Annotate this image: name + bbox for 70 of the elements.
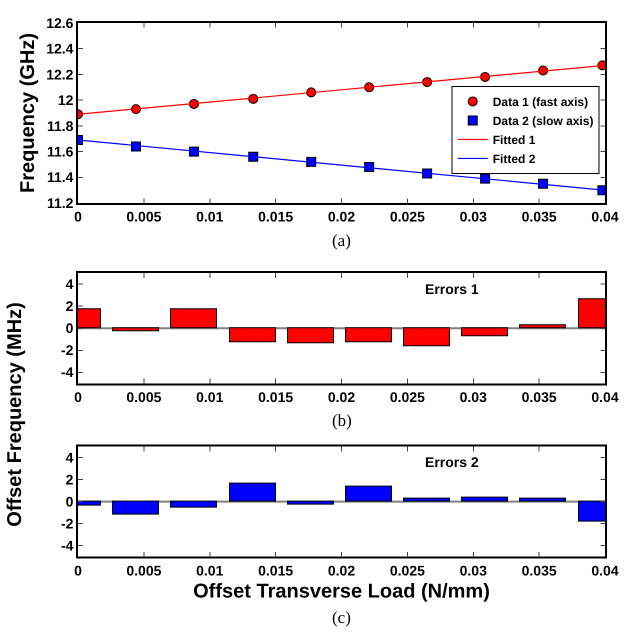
bar <box>345 327 392 342</box>
y-tick-label: 4 <box>66 276 74 292</box>
x-tick-label: 0.03 <box>460 388 488 405</box>
x-tick-label: 0.04 <box>591 208 619 225</box>
bar <box>519 324 566 328</box>
x-tick-label: 0.01 <box>196 388 224 405</box>
text: (a) <box>332 231 351 250</box>
x-tick-label: 0.035 <box>522 562 557 578</box>
x-tick-label: 0.04 <box>591 388 619 405</box>
y-tick-label: 11.8 <box>46 118 74 134</box>
annotation: Errors 1 <box>425 281 479 297</box>
x-tick-label: 0.02 <box>328 562 356 578</box>
x-tick-label: 0.015 <box>258 388 294 405</box>
bar <box>287 500 334 505</box>
y-tick-label: 0 <box>66 320 74 336</box>
x-tick-label: 0.02 <box>328 208 356 225</box>
y-tick-label: 11.6 <box>46 144 74 160</box>
y-tick-label: 12.4 <box>46 40 74 57</box>
bar <box>112 327 159 332</box>
x-tick-label: 0.005 <box>126 208 162 225</box>
x-tick-label: 0.015 <box>258 562 294 578</box>
bar <box>461 496 508 502</box>
legend-label: Fitted 2 <box>492 152 536 166</box>
y-tick-label: -4 <box>60 538 74 554</box>
bar <box>229 482 276 502</box>
y-tick-label: 4 <box>66 450 74 466</box>
x-tick-label: 0.04 <box>591 562 619 578</box>
x-axis-title: Offset Transverse Load (N/mm) <box>193 580 490 602</box>
bar <box>170 308 217 328</box>
y-tick-label: 11.4 <box>46 169 74 186</box>
bar <box>112 500 159 515</box>
bar <box>461 327 508 336</box>
y-tick-label: -2 <box>60 342 74 358</box>
y-tick-label: 12 <box>58 92 74 108</box>
x-tick-label: 0.01 <box>196 208 224 225</box>
x-tick-label: 0.025 <box>390 208 426 225</box>
y-axis-title: Frequency (GHz) <box>17 32 40 193</box>
annotation: Errors 2 <box>425 454 479 470</box>
x-tick-label: 0.035 <box>522 208 557 225</box>
x-tick-label: 0.035 <box>522 388 557 405</box>
bar <box>403 498 450 502</box>
x-tick-label: 0.005 <box>126 388 162 405</box>
y-tick-label: -2 <box>60 516 74 532</box>
legend-label: Data 2 (slow axis) <box>492 114 594 128</box>
bar <box>170 500 217 508</box>
text: (b) <box>332 411 352 430</box>
bar <box>287 327 334 344</box>
y-tick-label: 12.6 <box>46 14 74 31</box>
x-tick-label: 0.015 <box>258 208 294 225</box>
text: (c) <box>332 608 351 627</box>
x-tick-label: 0.01 <box>196 562 224 578</box>
bar <box>345 486 392 502</box>
x-tick-label: 0.025 <box>390 388 426 405</box>
y-axis-title: Offset Frequency (MHz) <box>4 302 26 527</box>
bar <box>403 327 450 346</box>
y-tick-label: 12.2 <box>46 66 74 82</box>
y-tick-label: 0 <box>66 494 74 510</box>
y-tick-label: 2 <box>66 472 74 488</box>
x-tick-label: 0.03 <box>460 562 488 578</box>
y-tick-label: -4 <box>60 364 74 380</box>
x-tick-label: 0.02 <box>328 388 356 405</box>
legend-label: Fitted 1 <box>492 133 536 148</box>
x-tick-label: 0.025 <box>390 562 426 578</box>
x-tick-label: 0.03 <box>460 208 488 225</box>
y-tick-label: 11.2 <box>46 194 74 211</box>
bar <box>229 327 276 342</box>
x-tick-label: 0.005 <box>126 562 162 578</box>
legend-label: Data 1 (fast axis) <box>492 95 588 110</box>
bar <box>519 498 566 502</box>
y-tick-label: 2 <box>66 298 74 314</box>
